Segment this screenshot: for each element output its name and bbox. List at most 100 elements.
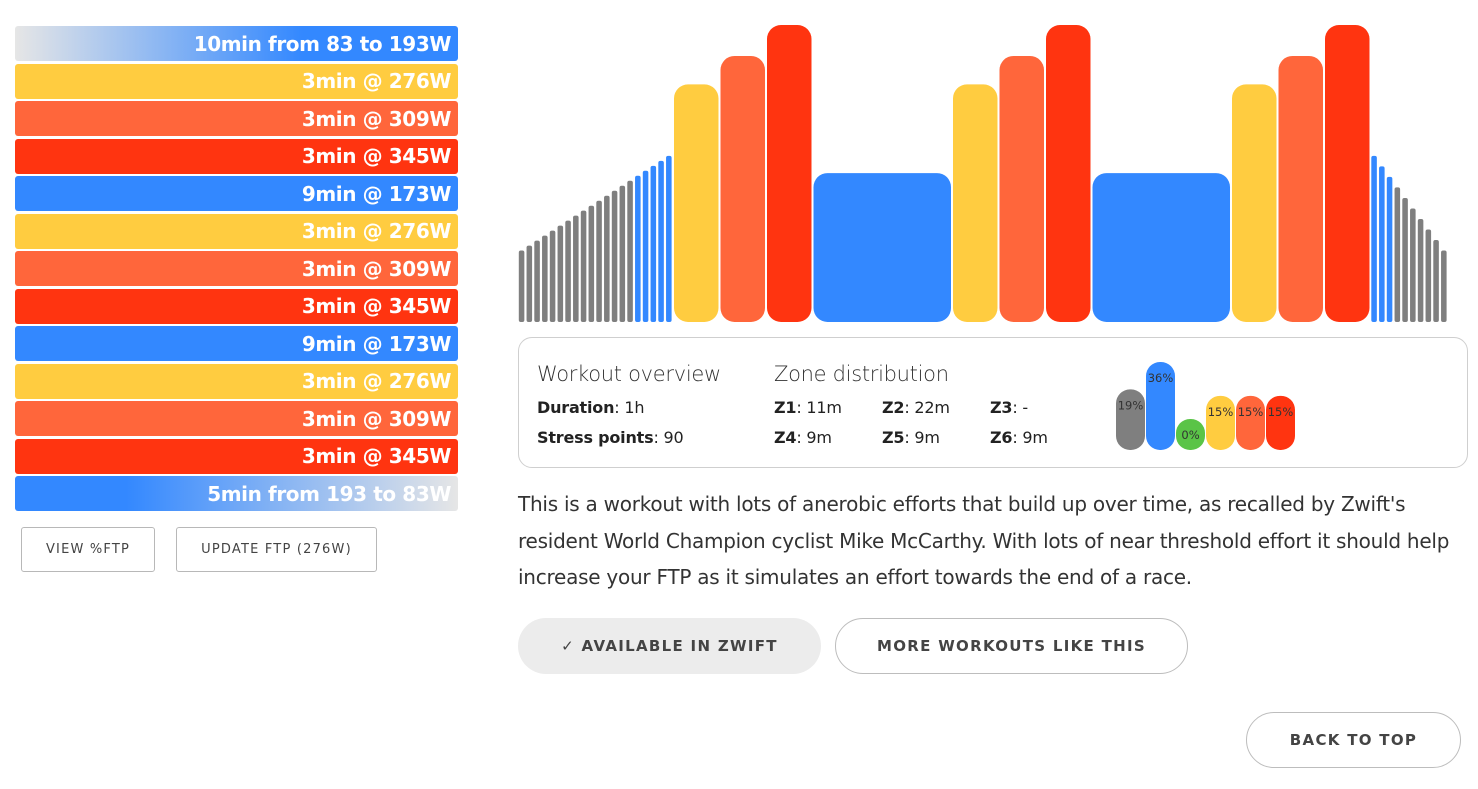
workout-description: This is a workout with lots of anerobic …: [518, 492, 1450, 589]
interval-bar: 3min @ 276W: [15, 63, 458, 99]
zone-bar-label: 15%: [1208, 405, 1234, 419]
update-ftp-button[interactable]: UPDATE FTP (276W): [176, 527, 377, 572]
workout-block: [953, 84, 998, 323]
ramp-bar: [1433, 240, 1439, 322]
ramp-bar: [518, 250, 525, 322]
interval-bar: 9min @ 173W: [15, 176, 458, 211]
ramp-bar: [642, 170, 649, 322]
interval-bar: 3min @ 309W: [15, 401, 458, 436]
back-to-top-button[interactable]: BACK TO TOP: [1246, 712, 1461, 768]
interval-bar: 3min @ 309W: [15, 101, 458, 136]
stress-line: Stress points: 90: [537, 428, 684, 447]
ramp-bar: [611, 190, 618, 322]
interval-bar: 3min @ 276W: [15, 363, 458, 399]
interval-bar: 3min @ 345W: [15, 288, 458, 324]
interval-bar: 3min @ 309W: [15, 251, 458, 286]
workout-block: [1232, 84, 1277, 323]
workout-block: [1278, 55, 1323, 322]
zone-value: 9m: [806, 428, 832, 447]
ramp-bar: [588, 205, 595, 322]
stress-value: 90: [663, 428, 684, 447]
workout-block: [1046, 25, 1091, 322]
interval-bar: 3min @ 345W: [15, 138, 458, 174]
zone-value: 9m: [1022, 428, 1048, 447]
zone-z2: Z2: 22m: [882, 398, 950, 417]
zone-z1: Z1: 11m: [774, 398, 842, 417]
workout-block: [720, 55, 765, 322]
ramp-bar: [1410, 208, 1416, 322]
overview-title: Workout overview: [537, 362, 721, 386]
ramp-bar: [1425, 229, 1432, 322]
interval-bar: 3min @ 276W: [15, 213, 458, 249]
ramp-bar: [1386, 176, 1393, 322]
zone-value: -: [1022, 398, 1028, 417]
zone-bar: [1266, 395, 1295, 450]
zone-value: 11m: [806, 398, 842, 417]
duration-line: Duration: 1h: [537, 398, 645, 417]
zone-bar-label: 15%: [1238, 405, 1264, 419]
zone-z5: Z5: 9m: [882, 428, 940, 447]
ramp-bar: [650, 165, 657, 322]
zone-z4: Z4: 9m: [774, 428, 832, 447]
ramp-bar: [604, 195, 610, 322]
ramp-bar: [627, 180, 633, 322]
zone-bar: [1206, 395, 1235, 450]
zone-z3: Z3: -: [990, 398, 1028, 417]
interval-list: 10min from 83 to 193W 3min @ 276W 3min @ 3…: [15, 26, 458, 514]
workout-block: [674, 84, 719, 323]
interval-bar: 5min from 193 to 83W: [15, 476, 458, 511]
ramp-bar: [1371, 155, 1377, 322]
ramp-bar: [580, 210, 587, 322]
zone-distribution-chart: 19% 36% 0% 15% 15% 15%: [1116, 362, 1295, 450]
zone-label: Z6: [990, 428, 1013, 447]
zone-bar: [1146, 362, 1175, 450]
stress-label: Stress points: [537, 428, 654, 447]
ramp-bar: [534, 240, 540, 322]
zone-label: Z4: [774, 428, 797, 447]
view-ftp-button[interactable]: VIEW %FTP: [21, 527, 155, 572]
zone-bar: [1176, 419, 1205, 450]
ramp-bar: [1394, 187, 1401, 322]
interval-bar: 10min from 83 to 193W: [15, 26, 458, 61]
workout-block: [767, 25, 812, 322]
workout-block: [813, 173, 951, 322]
zone-value: 22m: [914, 398, 950, 417]
ramp-bar: [565, 220, 571, 322]
workout-profile-graph: [518, 25, 1447, 323]
zone-label: Z1: [774, 398, 797, 417]
workout-block: [1325, 25, 1370, 322]
more-workouts-button[interactable]: MORE WORKOUTS LIKE THIS: [835, 618, 1188, 674]
zone-bar-label: 19%: [1118, 398, 1144, 412]
interval-bar: 3min @ 345W: [15, 438, 458, 474]
workout-overview-card: Workout overview Duration: 1h Stress poi…: [518, 337, 1468, 468]
ramp-bar: [596, 200, 602, 322]
ramp-bar: [666, 155, 672, 322]
ramp-bar: [635, 175, 641, 322]
zone-value: 9m: [914, 428, 940, 447]
ramp-bar: [526, 245, 533, 322]
duration-value: 1h: [624, 398, 645, 417]
ramp-bar: [1402, 197, 1408, 322]
zone-bar: [1116, 389, 1145, 450]
zone-label: Z5: [882, 428, 905, 447]
workout-block: [1092, 173, 1230, 322]
zone-distribution-title: Zone distribution: [774, 362, 949, 386]
zone-bar-label: 36%: [1148, 371, 1174, 385]
zone-label: Z3: [990, 398, 1013, 417]
zone-bar: [1236, 395, 1265, 450]
zone-bar-label: 0%: [1181, 428, 1199, 442]
ramp-bar: [1417, 218, 1424, 322]
ramp-bar: [557, 225, 564, 322]
ramp-bar: [549, 230, 556, 322]
ramp-bar: [1379, 166, 1385, 322]
zone-label: Z2: [882, 398, 905, 417]
ramp-bar: [573, 215, 579, 322]
zone-bar-label: 15%: [1268, 405, 1294, 419]
available-in-zwift-button[interactable]: ✓ AVAILABLE IN ZWIFT: [518, 618, 821, 674]
interval-bar: 9min @ 173W: [15, 326, 458, 361]
ramp-bar: [1441, 250, 1447, 322]
duration-label: Duration: [537, 398, 615, 417]
ramp-bar: [619, 185, 626, 322]
workout-block: [999, 55, 1044, 322]
zone-z6: Z6: 9m: [990, 428, 1048, 447]
